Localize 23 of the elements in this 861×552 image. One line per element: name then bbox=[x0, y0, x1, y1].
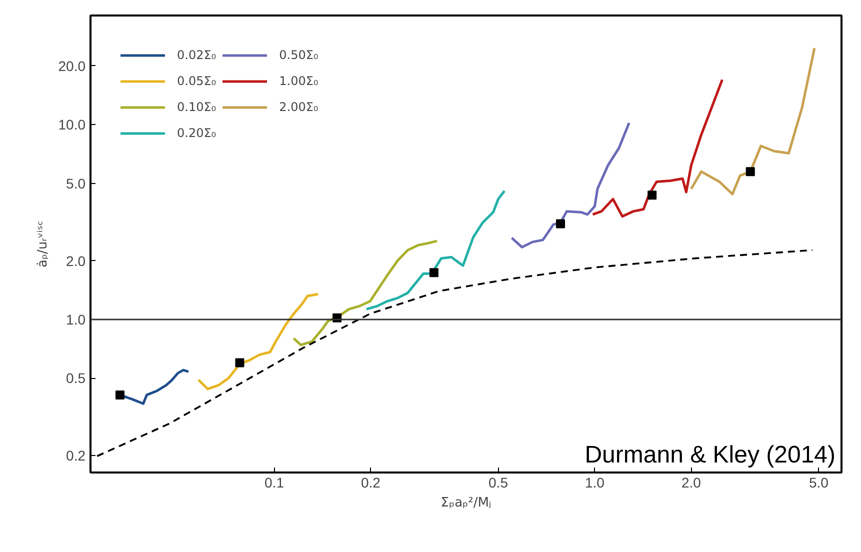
x-tick-label: 1.0 bbox=[584, 474, 605, 490]
y-tick-label: 0.2 bbox=[66, 448, 86, 464]
x-tick-label: 0.5 bbox=[488, 474, 508, 490]
x-tick-label: 5.0 bbox=[808, 474, 829, 490]
legend-label: 2.00Σ₀ bbox=[279, 100, 318, 114]
x-axis-title: Σₚaₚ²/Mⱼ bbox=[440, 496, 492, 510]
y-tick-label: 5.0 bbox=[66, 175, 86, 192]
y-tick-label: 1.0 bbox=[66, 311, 86, 328]
legend-label: 1.00Σ₀ bbox=[279, 74, 318, 88]
legend-label: 0.05Σ₀ bbox=[177, 74, 216, 88]
y-tick-label: 2.0 bbox=[66, 252, 86, 269]
legend-label: 0.20Σ₀ bbox=[177, 126, 216, 140]
y-tick-label: 10.0 bbox=[58, 116, 86, 133]
y-tick-label: 0.5 bbox=[66, 370, 86, 386]
x-tick-label: 0.2 bbox=[361, 474, 381, 490]
y-axis-title: ȧₚ/uᵣᵛⁱˢᶜ bbox=[35, 220, 50, 268]
legend-label: 0.10Σ₀ bbox=[177, 100, 216, 114]
x-tick-label: 0.1 bbox=[264, 474, 284, 490]
x-tick-label: 2.0 bbox=[681, 474, 702, 490]
legend-label: 0.02Σ₀ bbox=[177, 48, 216, 62]
annotation: Durmann & Kley (2014) bbox=[584, 442, 836, 468]
y-tick-label: 20.0 bbox=[58, 58, 86, 74]
legend-label: 0.50Σ₀ bbox=[279, 48, 318, 62]
